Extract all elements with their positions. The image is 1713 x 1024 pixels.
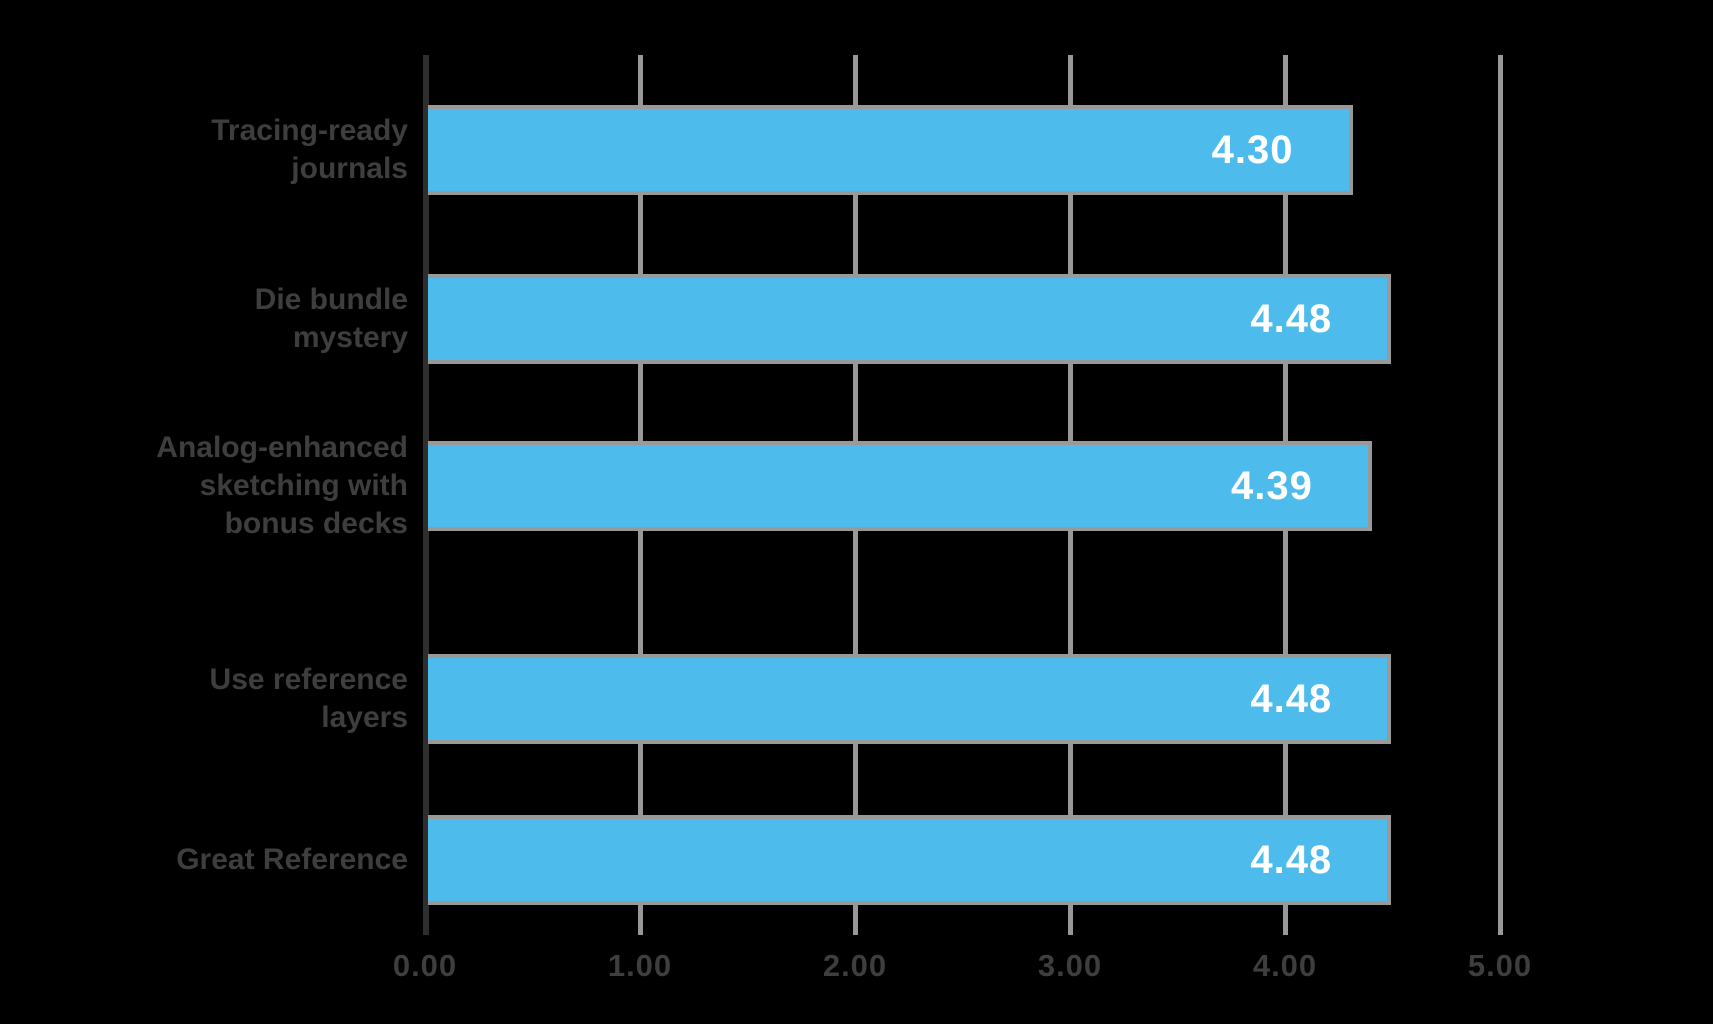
x-tick-label: 1.00	[607, 948, 673, 983]
x-tick-label: 2.00	[822, 948, 888, 983]
y-axis-line	[423, 55, 429, 935]
x-tick-label: 0.00	[392, 948, 458, 983]
x-tick-label: 5.00	[1467, 948, 1533, 983]
category-label: Use reference layers	[209, 663, 408, 734]
bar-value-label: 4.48	[1250, 837, 1333, 882]
x-tick-label: 4.00	[1252, 948, 1318, 983]
bar-value-label: 4.39	[1230, 463, 1313, 508]
x-tick-label: 3.00	[1037, 948, 1103, 983]
category-label: Analog-enhanced sketching with bonus dec…	[156, 431, 408, 540]
bar-value-label: 4.48	[1250, 676, 1333, 721]
gridline	[1498, 55, 1503, 935]
bar: 4.48	[428, 274, 1392, 364]
bar: 4.30	[428, 105, 1353, 195]
bar: 4.48	[428, 654, 1392, 744]
category-label: Tracing-ready journals	[211, 114, 408, 185]
bar: 4.39	[428, 441, 1372, 531]
category-label: Great Reference	[176, 843, 408, 876]
category-label: Die bundle mystery	[254, 283, 408, 354]
bar: 4.48	[428, 815, 1392, 905]
bar-value-label: 4.48	[1250, 296, 1333, 341]
bar-value-label: 4.30	[1211, 127, 1294, 172]
